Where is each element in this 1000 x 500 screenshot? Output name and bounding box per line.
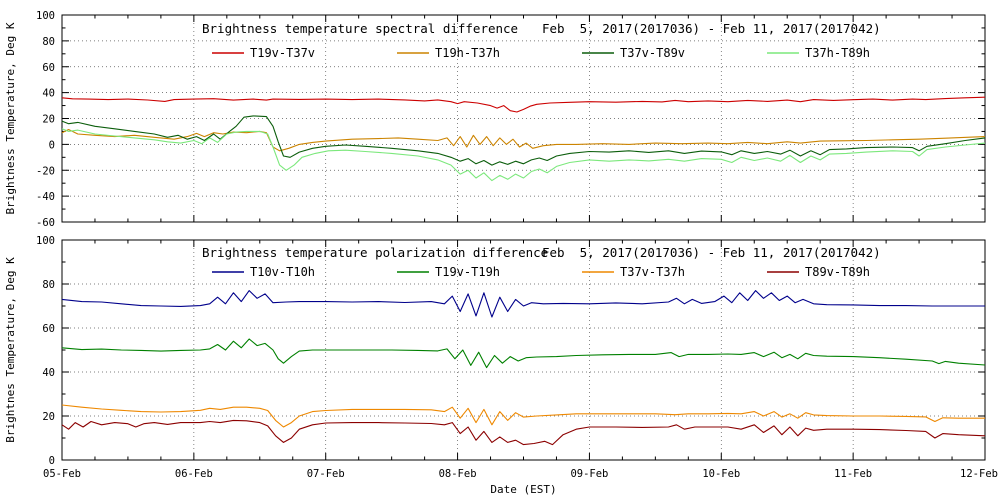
x-tick-label: 11-Feb	[834, 468, 872, 480]
y-tick-label: 0	[49, 455, 55, 467]
x-tick-label: 12-Feb	[960, 468, 998, 480]
x-tick-label: 07-Feb	[307, 468, 345, 480]
legend-label: T19h-T37h	[435, 46, 500, 60]
panel-title: Brightness temperature spectral differen…	[202, 21, 518, 36]
panel-period: Feb 5, 2017(2017036) - Feb 11, 2017(2017…	[542, 245, 881, 260]
y-tick-label: -60	[36, 217, 55, 229]
y-axis-label: Brightnes Temperature, Deg K	[4, 257, 17, 443]
y-tick-label: 60	[42, 323, 55, 335]
y-tick-label: 60	[42, 62, 55, 74]
x-axis-label: Date (EST)	[490, 483, 556, 496]
spectral-difference-panel: -60 -40 -20 0 20 40 60 80 100 Brightness Temperat…	[4, 10, 986, 229]
y-tick-label: -20	[36, 165, 55, 177]
series-T10v-T10h	[61, 290, 985, 318]
x-tick-label: 09-Feb	[570, 468, 608, 480]
y-tick-label: -40	[36, 191, 55, 203]
series-T37v-T37h	[61, 404, 985, 428]
x-tick-label: 08-Feb	[439, 468, 477, 480]
y-tick-label: 80	[42, 279, 55, 291]
y-tick-label: 100	[36, 235, 55, 247]
x-tick-label: 06-Feb	[175, 468, 213, 480]
legend-label: T19v-T37v	[250, 46, 315, 60]
panel-title: Brightness temperature polarization diff…	[202, 245, 548, 260]
y-tick-label: 80	[42, 36, 55, 48]
panel-period: Feb 5, 2017(2017036) - Feb 11, 2017(2017…	[542, 21, 881, 36]
legend-label: T37v-T37h	[620, 265, 685, 279]
series-T37h-T89h	[61, 128, 986, 182]
series-T19v-T19h	[61, 338, 986, 369]
legend-label: T19v-T19h	[435, 265, 500, 279]
legend-label: T89v-T89h	[805, 265, 870, 279]
y-axis-label: Brightness Temperature, Deg K	[4, 22, 17, 214]
legend-label: T37h-T89h	[805, 46, 870, 60]
legend-label: T37v-T89v	[620, 46, 685, 60]
series-T19h-T37h	[61, 128, 986, 152]
polarization-difference-panel: 0 20 40 60 80 100 05-Feb 06-Feb 07-Feb 08-Feb 09-F…	[4, 235, 998, 496]
y-tick-label: 40	[42, 88, 55, 100]
y-tick-label: 100	[36, 10, 55, 22]
y-tick-label: 0	[49, 139, 55, 151]
series-T19v-T37v	[61, 96, 986, 113]
x-tick-label: 05-Feb	[43, 468, 81, 480]
series-T37v-T89v	[61, 115, 986, 166]
series-T89v-T89h	[61, 419, 986, 446]
y-tick-label: 20	[42, 411, 55, 423]
legend-label: T10v-T10h	[250, 265, 315, 279]
y-tick-label: 40	[42, 367, 55, 379]
x-tick-label: 10-Feb	[702, 468, 740, 480]
y-tick-label: 20	[42, 114, 55, 126]
